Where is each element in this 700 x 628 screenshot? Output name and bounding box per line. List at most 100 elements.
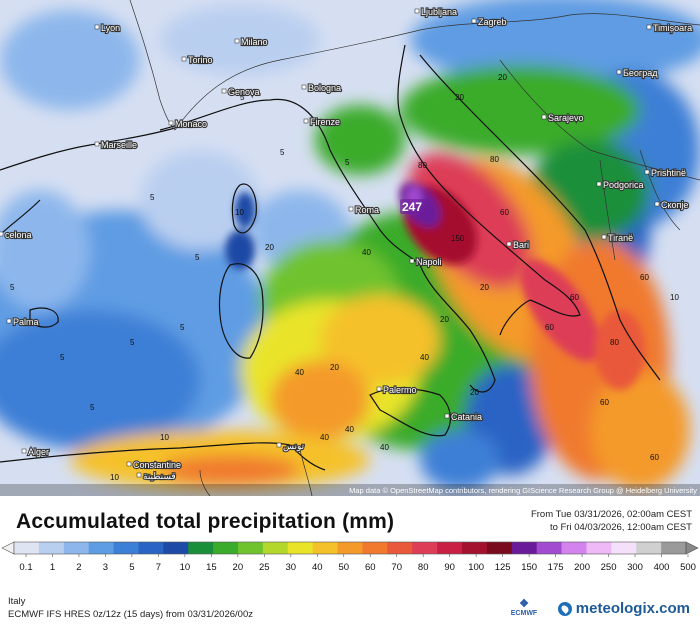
region-label: Italy bbox=[8, 596, 26, 607]
max-value-marker: 247 bbox=[400, 199, 428, 214]
ecmwf-logo: ❖ ECMWF bbox=[504, 598, 544, 618]
city-marker bbox=[646, 24, 652, 30]
brand-name: meteologix.com bbox=[575, 600, 690, 617]
contour-label: 20 bbox=[470, 388, 479, 397]
city-marker bbox=[596, 181, 602, 187]
colorbar-tick-label: 25 bbox=[259, 562, 270, 573]
city-label: Београд bbox=[623, 68, 658, 78]
country-borders bbox=[129, 0, 700, 496]
map-attribution: Map data © OpenStreetMap contributors, r… bbox=[349, 486, 697, 495]
city-label: Prishtinë bbox=[651, 168, 686, 178]
colorbar-tick-label: 30 bbox=[286, 562, 297, 573]
city-labels: Lyon Torino Milano Genova Bologna Monaco Marse… bbox=[0, 6, 693, 482]
contour-label: 20 bbox=[498, 73, 507, 82]
colorbar-swatch bbox=[387, 542, 413, 554]
contour-label: 40 bbox=[380, 443, 389, 452]
city-label: Bologna bbox=[308, 83, 341, 93]
city-label: Timișoara bbox=[653, 23, 692, 33]
contour-label: 150 bbox=[451, 234, 465, 243]
contour-label: 80 bbox=[418, 161, 427, 170]
colorbar-swatch bbox=[486, 542, 513, 554]
city-label: Palermo bbox=[383, 385, 417, 395]
city-marker bbox=[616, 69, 622, 75]
contour-label: 40 bbox=[320, 433, 329, 442]
city-marker bbox=[136, 472, 142, 478]
city-label: Podgorica bbox=[603, 180, 644, 190]
colorbar-swatch bbox=[163, 542, 189, 554]
colorbar-swatch bbox=[462, 542, 488, 554]
contour-label: 5 bbox=[90, 403, 95, 412]
city-label: Genova bbox=[228, 87, 260, 97]
city-marker bbox=[444, 413, 450, 419]
contour-label: 40 bbox=[420, 353, 429, 362]
colorbar-tick-label: 10 bbox=[180, 562, 191, 573]
colorbar-swatch bbox=[38, 542, 65, 554]
colorbar-tick-label: 5 bbox=[129, 562, 134, 573]
contour-label: 5 bbox=[240, 93, 245, 102]
colorbar-tick-label: 125 bbox=[495, 562, 511, 573]
colorbar-tick-label: 3 bbox=[103, 562, 108, 573]
city-label: Zagreb bbox=[478, 17, 507, 27]
colorbar-swatch bbox=[412, 542, 438, 554]
colorbar-tick-label: 300 bbox=[627, 562, 643, 573]
meteologix-brand[interactable]: meteologix.com bbox=[557, 600, 690, 617]
city-marker bbox=[471, 18, 477, 24]
contour-label: 60 bbox=[545, 323, 554, 332]
contour-label: 60 bbox=[600, 398, 609, 407]
city-marker bbox=[601, 234, 607, 240]
colorbar-swatch bbox=[561, 542, 587, 554]
contour-label: 10 bbox=[160, 433, 169, 442]
colorbar-tick-label: 40 bbox=[312, 562, 323, 573]
city-marker bbox=[21, 448, 27, 454]
colorbar-swatch bbox=[611, 542, 637, 554]
colorbar-swatch bbox=[287, 542, 314, 554]
legend-title: Accumulated total precipitation (mm) bbox=[16, 510, 395, 533]
city-label: قسنطينة bbox=[143, 471, 176, 481]
contour-label: 5 bbox=[345, 158, 350, 167]
contour-label: 5 bbox=[180, 323, 185, 332]
city-marker bbox=[301, 84, 307, 90]
city-marker bbox=[654, 201, 660, 207]
city-label: Catania bbox=[451, 412, 482, 422]
city-label: Firenze bbox=[310, 117, 340, 127]
city-marker bbox=[6, 318, 12, 324]
map-canvas: 5 5 5 5 5 10 10 10 20 20 20 20 40 40 40 40 60 60 60 60 80 80 8… bbox=[0, 0, 700, 496]
colorbar-tick-label: 150 bbox=[521, 562, 537, 573]
colorbar-tick-label: 2 bbox=[76, 562, 81, 573]
city-label: Bari bbox=[513, 240, 529, 250]
colorbar-swatch bbox=[536, 542, 563, 554]
colorbar-swatch bbox=[636, 542, 662, 554]
colorbar-swatch bbox=[113, 542, 139, 554]
city-marker bbox=[94, 24, 100, 30]
colorbar-swatch bbox=[63, 542, 90, 554]
colorbar-tick-label: 15 bbox=[206, 562, 217, 573]
city-marker bbox=[644, 169, 650, 175]
precipitation-map[interactable]: 5 5 5 5 5 10 10 10 20 20 20 20 40 40 40 40 60 60 60 60 80 80 8… bbox=[0, 0, 700, 496]
colorbar-tick-label: 80 bbox=[418, 562, 429, 573]
colorbar-tick-label: 500 bbox=[680, 562, 696, 573]
colorbar-tick-label: 60 bbox=[365, 562, 376, 573]
city-marker bbox=[409, 258, 415, 264]
colorbar-swatch bbox=[14, 542, 40, 554]
city-marker bbox=[221, 88, 227, 94]
colorbar-tick-label: 400 bbox=[654, 562, 670, 573]
city-marker bbox=[94, 141, 100, 147]
contour-label: 20 bbox=[455, 93, 464, 102]
contour-label: 80 bbox=[610, 338, 619, 347]
city-label: تونس bbox=[283, 441, 305, 452]
colorbar-swatch bbox=[362, 542, 388, 554]
city-marker bbox=[303, 118, 309, 124]
contour-label: 20 bbox=[440, 315, 449, 324]
ecmwf-mark-icon: ❖ bbox=[519, 598, 529, 610]
contour-label: 5 bbox=[130, 338, 135, 347]
contour-label: 60 bbox=[500, 208, 509, 217]
max-value-label: 247 bbox=[402, 200, 422, 214]
colorbar-right-arrow bbox=[685, 541, 699, 555]
date-to: to Fri 04/03/2026, 12:00am CEST bbox=[549, 522, 692, 533]
city-label: Alger bbox=[28, 447, 49, 457]
city-marker bbox=[276, 442, 282, 448]
contour-label: 10 bbox=[235, 208, 244, 217]
city-marker bbox=[414, 8, 420, 14]
colorbar-tick-label: 7 bbox=[156, 562, 161, 573]
colorbar-swatch bbox=[661, 542, 687, 554]
